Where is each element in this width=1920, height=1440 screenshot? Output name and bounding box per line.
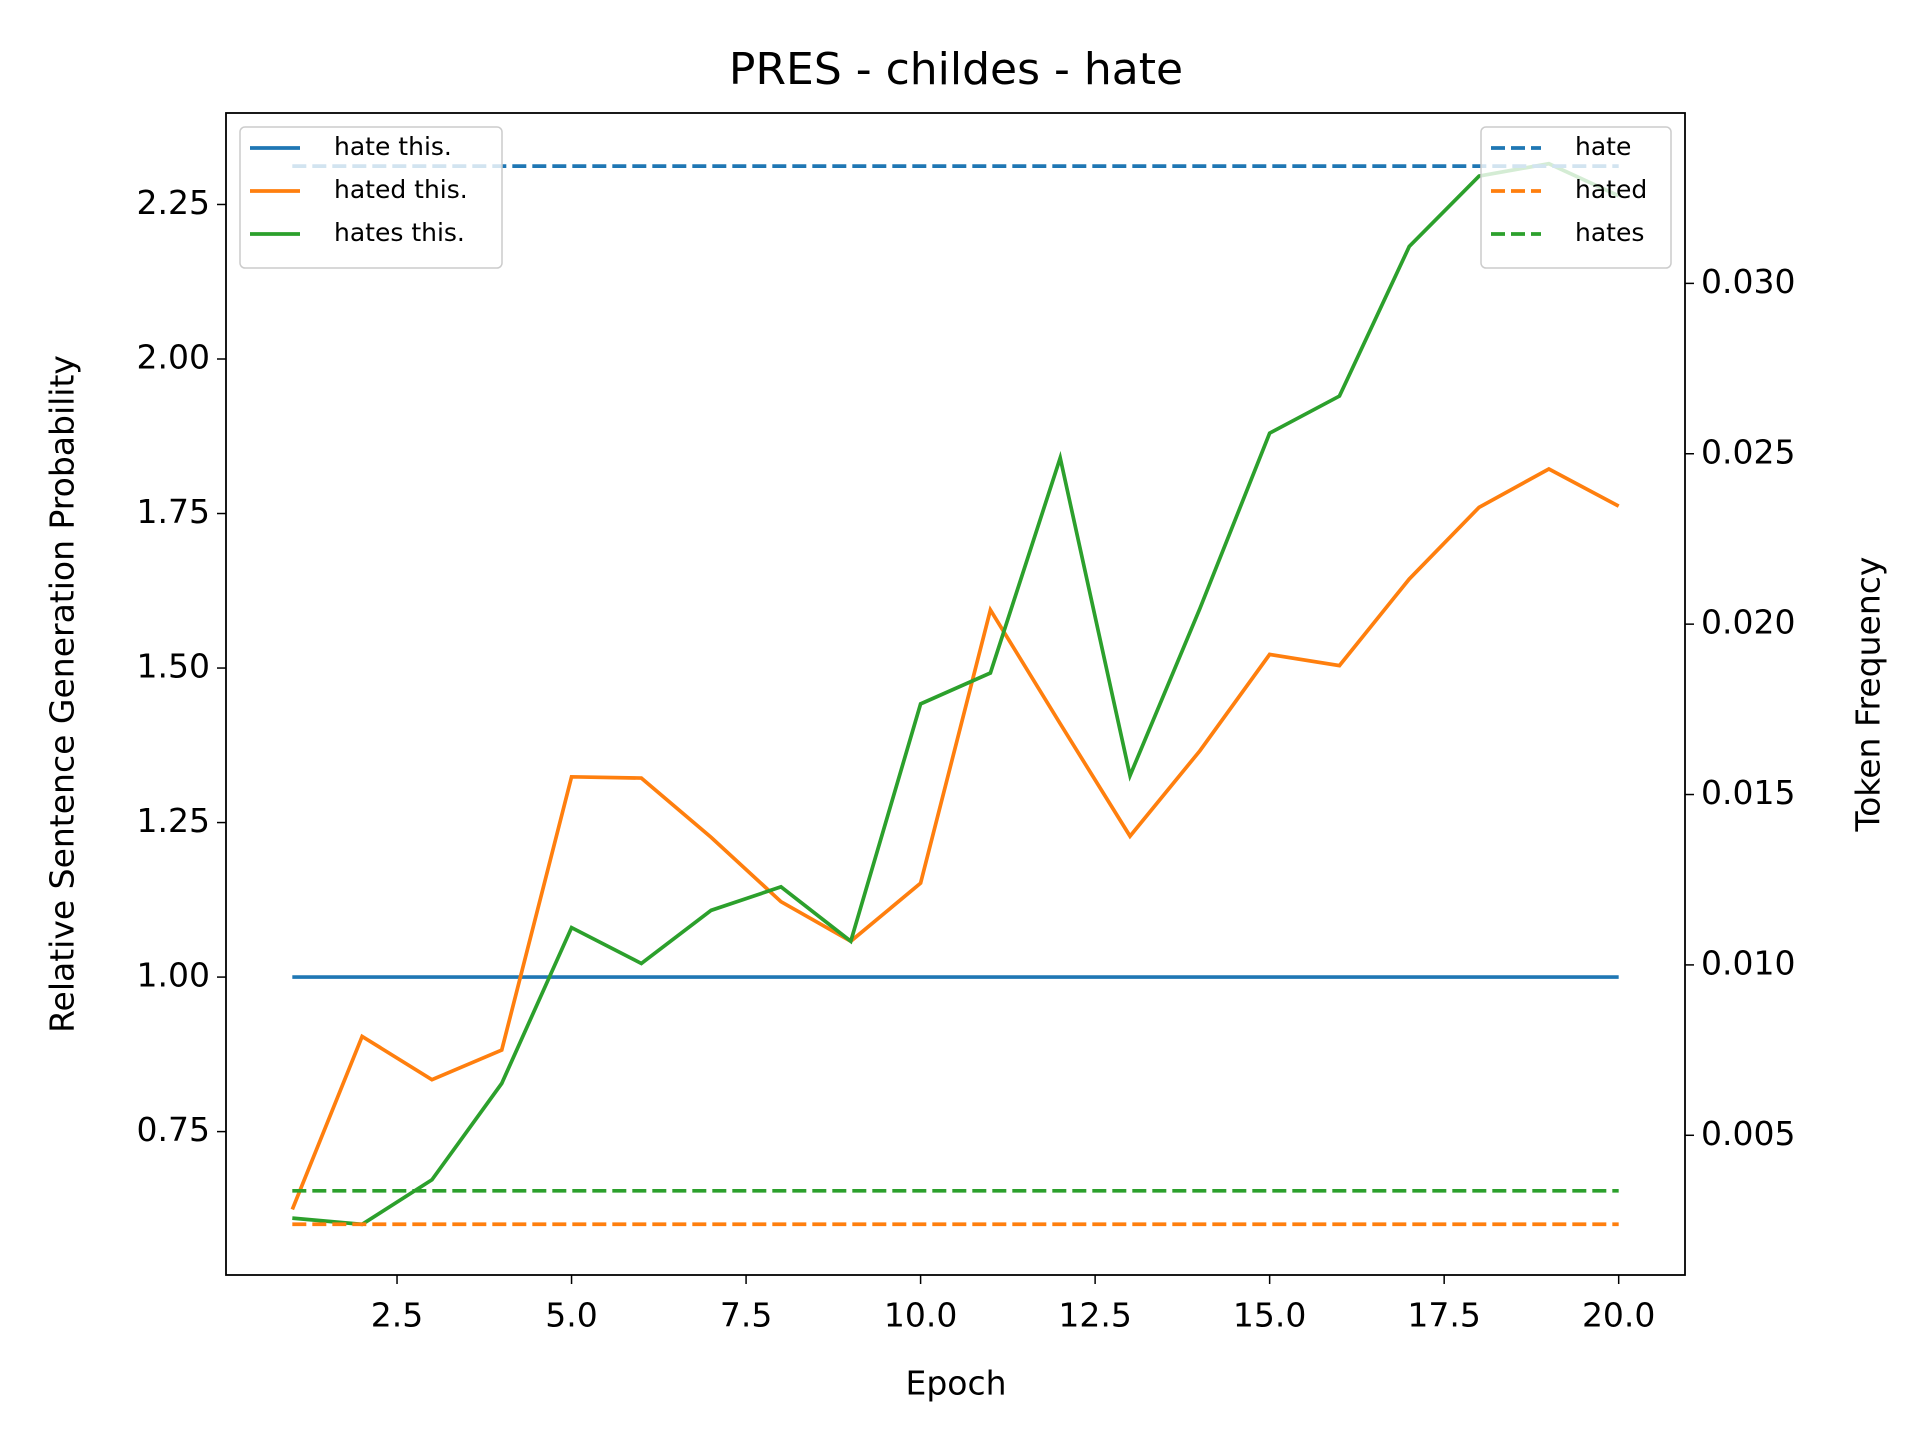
legend-box [239, 126, 503, 269]
legend-label: hated [1575, 175, 1647, 204]
legend-label: hates [1575, 218, 1644, 247]
y2-tick-label: 0.015 [1701, 773, 1795, 812]
legend-label: hated this. [334, 175, 468, 204]
legend-label: hate [1575, 132, 1631, 161]
y2-tick-label: 0.020 [1701, 603, 1795, 642]
x-tick-label: 5.0 [545, 1296, 597, 1335]
y-tick-label: 2.00 [137, 337, 210, 376]
y-axis-label: Relative Sentence Generation Probability [43, 355, 82, 1033]
y2-tick-label: 0.025 [1701, 432, 1795, 471]
x-tick-label: 10.0 [884, 1296, 957, 1335]
y-tick-label: 1.25 [137, 801, 210, 840]
legend-label: hates this. [334, 218, 465, 247]
y2-axis-label: Token Frequency [1849, 557, 1888, 833]
line-series [290, 466, 1620, 1211]
legend-label: hate this. [334, 132, 452, 161]
y2-tick-label: 0.030 [1701, 262, 1795, 301]
chart-title: PRES - childes - hate [729, 44, 1183, 95]
x-tick-label: 2.5 [371, 1296, 423, 1335]
x-tick-label: 15.0 [1233, 1296, 1306, 1335]
x-tick-label: 20.0 [1582, 1296, 1655, 1335]
legend: hate this. hated this. hates this. [239, 126, 503, 269]
line-series [292, 161, 1620, 1227]
y2-tick-label: 0.005 [1701, 1114, 1795, 1153]
y-tick-label: 0.75 [137, 1110, 210, 1149]
y-tick-label: 1.00 [137, 956, 210, 995]
y-tick-label: 1.50 [137, 647, 210, 686]
x-tick-label: 12.5 [1058, 1296, 1131, 1335]
x-tick-label: 17.5 [1407, 1296, 1480, 1335]
plot-frame [225, 112, 1686, 1276]
y-tick-label: 2.25 [137, 183, 210, 222]
legend: hate hated hates [1480, 126, 1672, 269]
legend-box [1480, 126, 1672, 269]
y-tick-label: 1.75 [137, 492, 210, 531]
x-tick-label: 7.5 [720, 1296, 772, 1335]
x-axis-label: Epoch [905, 1364, 1006, 1403]
y2-tick-label: 0.010 [1701, 943, 1795, 982]
